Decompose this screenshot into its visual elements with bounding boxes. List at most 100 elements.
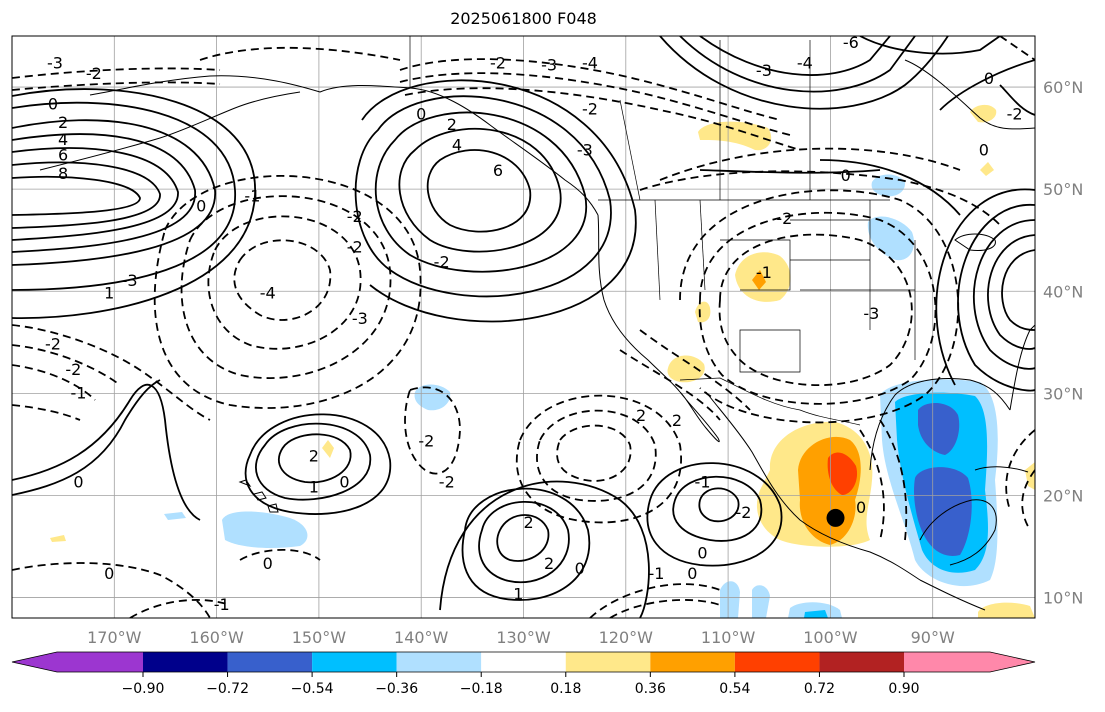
contour-label: -3 xyxy=(352,309,368,328)
positive-region-rockies-core xyxy=(752,270,766,290)
contour-label: 0 xyxy=(687,564,697,583)
positive-region-core-high xyxy=(827,452,858,495)
contour-label: -2 xyxy=(86,64,102,83)
lon-tick-label: 120°W xyxy=(599,628,654,647)
colorbar-segment xyxy=(734,652,820,672)
lon-tick-label: 100°W xyxy=(803,628,858,647)
positive-region-pacific-small xyxy=(322,440,334,458)
colorbar-extend-high xyxy=(990,652,1035,672)
lon-tick-label: 90°W xyxy=(911,628,955,647)
contour-label: 0 xyxy=(339,472,349,491)
map-title: 2025061800 F048 xyxy=(450,9,597,28)
coastlines xyxy=(39,59,1035,611)
contour-label: -2 xyxy=(1007,105,1023,124)
negative-region-small-south xyxy=(164,512,186,520)
contour-label: 2 xyxy=(672,411,682,430)
contour-label: 0 xyxy=(841,166,851,185)
colorbar-segment xyxy=(819,652,904,672)
lon-tick-label: 150°W xyxy=(292,628,347,647)
colorbar-tick-label: 0.72 xyxy=(804,681,835,697)
positive-region-small-east xyxy=(980,162,994,176)
contour-label: 2 xyxy=(447,115,457,134)
colorbar-segment xyxy=(227,652,313,672)
lon-tick-label: 130°W xyxy=(496,628,551,647)
contour-label: 0 xyxy=(104,564,114,583)
contour-label: 2 xyxy=(58,113,68,132)
contour-label: -2 xyxy=(65,360,81,379)
contour-highs-pacific xyxy=(12,379,783,618)
state-line-1 xyxy=(654,199,661,301)
negative-region-gulf-core-north xyxy=(918,403,960,455)
lat-tick-label: 10°N xyxy=(1043,589,1083,608)
colorbar-tick-label: 0.36 xyxy=(635,681,666,697)
lat-tick-label: 30°N xyxy=(1043,384,1083,403)
positive-region-nevada xyxy=(695,301,711,323)
lat-tick-label: 60°N xyxy=(1043,78,1083,97)
coastline-gulf xyxy=(869,378,1011,471)
contour-label: -2 xyxy=(582,100,598,119)
contour-label: 1 xyxy=(513,585,523,604)
colorbar-tick-label: 0.18 xyxy=(550,681,581,697)
colorbar-tick-label: 0.90 xyxy=(888,681,919,697)
contour-label: -2 xyxy=(45,334,61,353)
state-line-3 xyxy=(720,239,791,291)
contour-label: -2 xyxy=(735,503,751,522)
longitude-tick-labels: 170°W 160°W 150°W 140°W 130°W 120°W 110°W 100°W… xyxy=(87,628,955,647)
negative-region-gulf-core-south xyxy=(914,467,972,556)
latitude-tick-labels: 60°N 50°N 40°N 30°N 20°N 10°N xyxy=(1043,78,1083,608)
colorbar-segment xyxy=(143,652,228,672)
contour-label: 4 xyxy=(452,135,462,154)
contour-label: -1 xyxy=(649,564,665,583)
contour-label: -3 xyxy=(122,271,138,290)
coastline-cuba xyxy=(974,466,1029,473)
negative-region-eastpac-1 xyxy=(720,581,740,618)
contour-label: -1 xyxy=(244,186,260,205)
positive-region-caribbean xyxy=(978,602,1035,618)
contour-label: 6 xyxy=(493,161,503,180)
contour-label: 0 xyxy=(984,69,994,88)
contour-label: 2 xyxy=(636,406,646,425)
contour-lines xyxy=(12,36,1035,618)
contour-label: 2 xyxy=(309,447,319,466)
contour-label: -1 xyxy=(695,472,711,491)
contour-label: -3 xyxy=(756,61,772,80)
lon-tick-label: 170°W xyxy=(87,628,142,647)
contour-label: 0 xyxy=(416,105,426,124)
contour-label: 2 xyxy=(524,513,534,532)
coastline-mexico-pacific xyxy=(705,391,921,581)
contour-label: 0 xyxy=(856,498,866,517)
contour-label: 0 xyxy=(263,554,273,573)
contour-label: -3 xyxy=(863,304,879,323)
lat-tick-label: 40°N xyxy=(1043,282,1083,301)
state-line-6 xyxy=(739,329,801,373)
colorbar-segment xyxy=(57,652,143,672)
colorbar-segment xyxy=(396,652,482,672)
contour-label: -1 xyxy=(756,263,772,282)
map-frame xyxy=(11,35,1036,619)
colorbar: −0.90 −0.72 −0.54 −0.36 −0.18 0.18 0.36 0.54 0.7… xyxy=(11,651,1036,697)
coastline-east-us xyxy=(1009,324,1035,411)
shaded-anomaly-regions xyxy=(50,104,1035,618)
contour-label: -2 xyxy=(439,472,455,491)
contour-label: -4 xyxy=(797,54,813,73)
contour-label: -3 xyxy=(47,54,63,73)
coastline-alaska xyxy=(89,75,599,216)
border-us-mexico xyxy=(679,377,861,426)
contour-label: -1 xyxy=(214,595,230,614)
contour-label: 1 xyxy=(104,283,114,302)
coastline-central-america xyxy=(919,579,986,611)
contour-label: -1 xyxy=(71,383,87,402)
contour-ridge-east xyxy=(819,159,1035,392)
lat-tick-label: 20°N xyxy=(1043,486,1083,505)
contour-label: 0 xyxy=(73,472,83,491)
hawaii-3 xyxy=(267,503,279,513)
colorbar-extend-low xyxy=(12,652,57,672)
contour-ridge-northeast xyxy=(659,36,1035,111)
contour-label: 0 xyxy=(979,140,989,159)
contour-label: -2 xyxy=(434,253,450,272)
political-borders xyxy=(409,36,916,426)
colorbar-tick-label: −0.36 xyxy=(375,681,418,697)
